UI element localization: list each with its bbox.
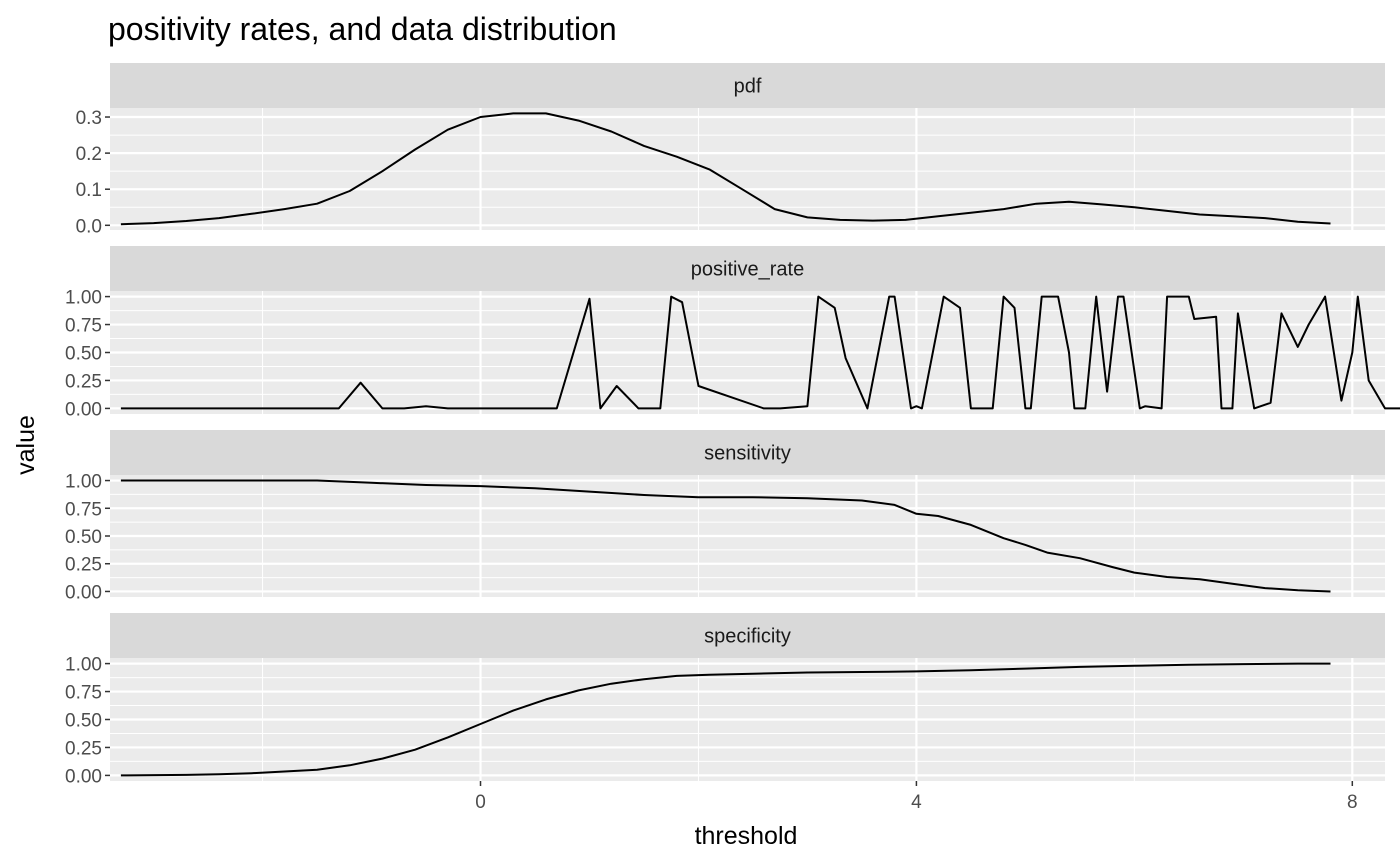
facet-strip-label: sensitivity [704, 443, 791, 465]
y-tick-label: 0.25 [65, 371, 102, 392]
facet-strip-label: positive_rate [691, 259, 804, 281]
y-tick-label: 1.00 [65, 655, 102, 676]
x-axis-label: threshold [695, 822, 798, 850]
chart-title: positivity rates, and data distribution [108, 11, 617, 47]
facet-strip [110, 63, 1385, 108]
y-tick-label: 0.25 [65, 738, 102, 759]
y-tick-label: 1.00 [65, 472, 102, 493]
y-tick-label: 0.50 [65, 344, 102, 365]
facet-strip [110, 246, 1385, 291]
series-line-specificity [120, 662, 1331, 777]
facet-strip-label: specificity [704, 626, 791, 648]
y-tick-label: 0.3 [76, 108, 102, 129]
facet-pdf: pdf 0.0 0.1 0.2 0.3 [76, 63, 1385, 237]
series-line-pdf [120, 112, 1331, 226]
y-tick-label: 0.75 [65, 316, 102, 337]
y-tick-label: 0.75 [65, 499, 102, 520]
y-tick-label: 1.00 [65, 288, 102, 309]
facet-strip-label: pdf [734, 76, 762, 98]
x-axis: 0 4 8 [475, 781, 1358, 813]
y-axis-label: value [12, 415, 40, 475]
y-tick-label: 0.00 [65, 766, 102, 787]
y-tick-label: 0.50 [65, 527, 102, 548]
y-tick-label: 0.2 [76, 144, 102, 165]
series-line-positive_rate [120, 295, 1400, 410]
y-tick-label: 0.00 [65, 582, 102, 603]
y-tick-label: 0.75 [65, 683, 102, 704]
y-tick-label: 0.00 [65, 399, 102, 420]
facet-strip [110, 613, 1385, 658]
series-line-sensitivity [120, 479, 1331, 593]
facet-positive_rate: positive_rate 0.00 0.25 0.50 0.75 1.00 [65, 246, 1400, 420]
x-tick-label: 4 [911, 792, 922, 813]
facet-sensitivity: sensitivity 0.00 0.25 0.50 0.75 1.00 [65, 430, 1385, 603]
y-tick-label: 0.0 [76, 216, 102, 237]
panel-background [110, 108, 1385, 230]
facet-strip [110, 430, 1385, 475]
facet-specificity: specificity 0.00 0.25 0.50 0.75 1.00 [65, 613, 1385, 787]
y-tick-label: 0.50 [65, 711, 102, 732]
y-tick-label: 0.25 [65, 555, 102, 576]
facet-panels: pdf 0.0 0.1 0.2 0.3 positive_rate 0.00 0.25 0.50… [65, 63, 1400, 787]
x-tick-label: 0 [475, 792, 486, 813]
y-tick-label: 0.1 [76, 180, 102, 201]
x-tick-label: 8 [1347, 792, 1358, 813]
